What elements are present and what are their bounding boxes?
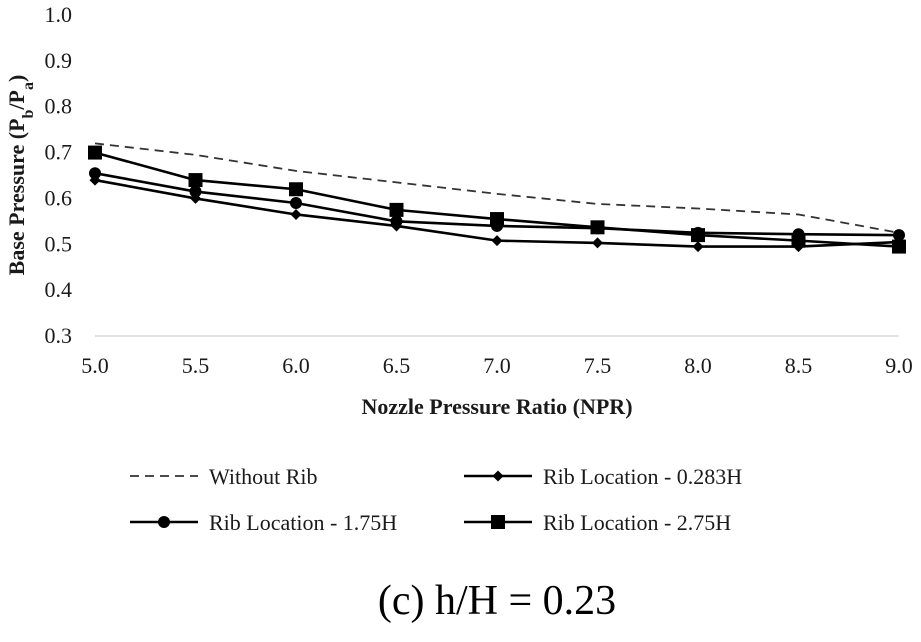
x-tick-label: 6.5 [383, 353, 411, 378]
data-point-square [289, 182, 303, 197]
series-layer [88, 142, 906, 254]
legend-item: Rib Location - 0.283H [464, 464, 742, 489]
data-point-diamond [492, 470, 504, 482]
data-point-diamond [290, 208, 302, 220]
x-axis-title: Nozzle Pressure Ratio (NPR) [361, 394, 632, 419]
series-rib-location-2-75h [88, 145, 906, 254]
x-tick-label: 7.0 [483, 353, 511, 378]
data-point-diamond [491, 235, 503, 247]
legend-label: Rib Location - 1.75H [209, 510, 397, 535]
data-point-circle [290, 197, 302, 210]
y-tick-label: 0.4 [45, 277, 73, 302]
x-tick-label: 7.5 [584, 353, 612, 378]
data-point-circle [189, 185, 202, 198]
series-line-rib-location-2-75h [94, 151, 900, 248]
y-axis-title-mid: /P [4, 90, 29, 111]
data-point-square [88, 145, 102, 160]
data-point-diamond [692, 241, 704, 253]
y-tick-label: 0.7 [45, 140, 73, 165]
legend: Without Rib Rib Location - 0.283H Rib Loca… [130, 464, 742, 535]
legend-label: Without Rib [209, 464, 318, 489]
x-axis-ticks: 5.0 5.5 6.0 6.5 7.0 7.5 8.0 8.5 9.0 [81, 353, 913, 378]
data-point-square [691, 228, 705, 243]
series-without-rib [94, 142, 900, 234]
x-tick-label: 8.0 [684, 353, 712, 378]
y-tick-label: 0.3 [45, 323, 73, 348]
data-point-circle [158, 516, 170, 528]
y-axis-ticks: 0.3 0.4 0.5 0.6 0.7 0.8 0.9 1.0 [45, 2, 73, 348]
data-point-square [188, 173, 203, 188]
data-point-diamond [592, 237, 603, 249]
data-point-square [791, 233, 806, 248]
data-point-square [389, 202, 404, 217]
data-point-circle [89, 167, 101, 180]
y-axis-title-sub-a: a [20, 82, 37, 90]
legend-item: Without Rib [130, 464, 318, 489]
x-tick-label: 9.0 [885, 353, 913, 378]
x-tick-label: 6.0 [282, 353, 310, 378]
legend-label: Rib Location - 0.283H [543, 464, 742, 489]
y-axis-title-sub-b: b [20, 109, 37, 118]
y-tick-label: 0.9 [45, 48, 73, 73]
data-point-square [892, 239, 906, 254]
y-axis-title-suffix: ) [4, 75, 29, 82]
legend-item: Rib Location - 1.75H [130, 510, 397, 535]
data-point-square [590, 220, 605, 235]
series-line-without-rib [94, 142, 900, 234]
y-tick-label: 1.0 [45, 2, 73, 27]
y-tick-label: 0.6 [45, 185, 73, 210]
data-point-square [491, 515, 505, 529]
figure-caption: (c) h/H = 0.23 [378, 578, 616, 624]
x-tick-label: 8.5 [785, 353, 813, 378]
legend-label: Rib Location - 2.75H [543, 510, 731, 535]
y-tick-label: 0.5 [45, 231, 73, 256]
data-point-square [490, 212, 504, 227]
x-tick-label: 5.0 [81, 353, 109, 378]
legend-item: Rib Location - 2.75H [464, 510, 731, 535]
series-rib-location-1-75h [89, 167, 905, 242]
data-point-circle [390, 215, 403, 228]
data-point-circle [893, 229, 905, 242]
y-axis-title-prefix: Base Pressure (P [4, 118, 29, 275]
y-tick-label: 0.8 [45, 94, 73, 119]
y-axis-title: Base Pressure (Pb/Pa) [4, 75, 37, 276]
x-tick-label: 5.5 [182, 353, 210, 378]
